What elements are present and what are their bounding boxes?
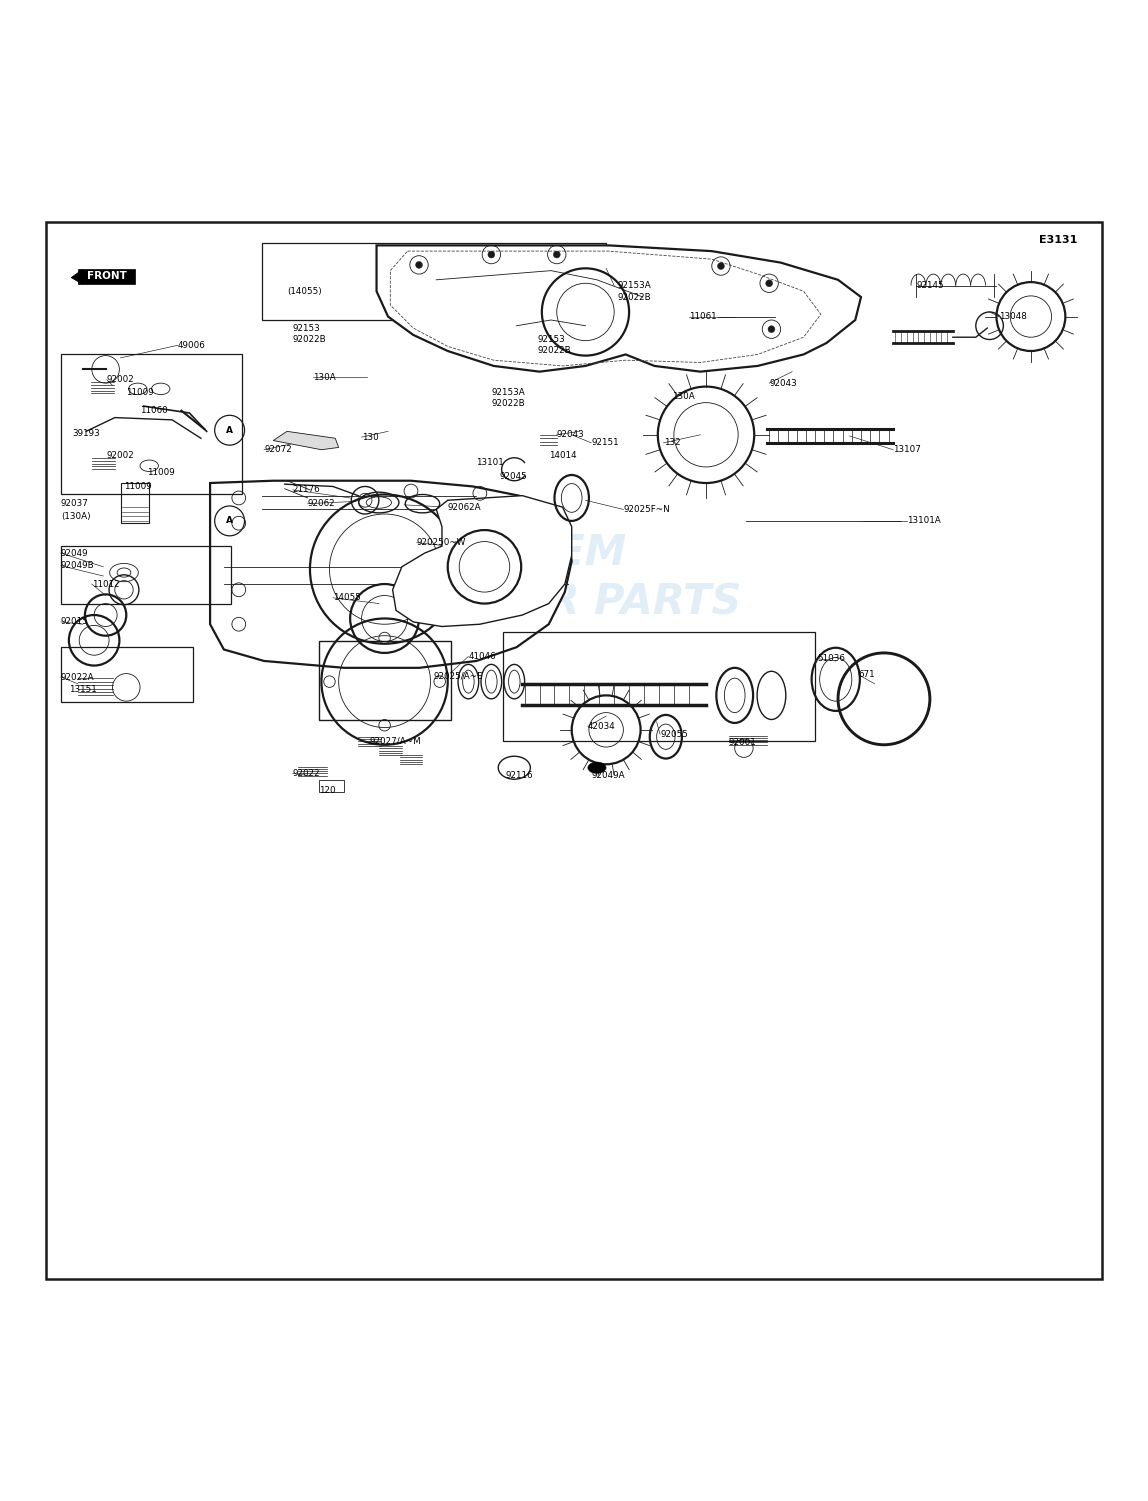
Bar — [61, 546, 231, 603]
Text: 11012: 11012 — [92, 579, 119, 588]
Text: 92072: 92072 — [264, 446, 292, 455]
Polygon shape — [71, 270, 115, 284]
Text: A: A — [226, 516, 233, 525]
Bar — [262, 243, 606, 320]
Text: 51036: 51036 — [817, 654, 845, 663]
Text: (130A): (130A) — [61, 512, 91, 521]
Text: 13101A: 13101A — [907, 516, 940, 525]
Text: 42034: 42034 — [588, 722, 615, 731]
Bar — [61, 354, 242, 494]
Text: (14055): (14055) — [287, 287, 321, 296]
Text: 92153A: 92153A — [491, 387, 525, 396]
Text: 92022A: 92022A — [61, 672, 94, 681]
Text: 120: 120 — [319, 787, 335, 796]
Polygon shape — [377, 245, 861, 372]
Text: 92027/A~M: 92027/A~M — [370, 737, 421, 746]
Circle shape — [766, 279, 773, 287]
Circle shape — [488, 251, 495, 258]
Text: 11009: 11009 — [147, 468, 174, 477]
Text: 92062: 92062 — [308, 500, 335, 509]
Bar — [319, 641, 451, 719]
Text: 13101: 13101 — [476, 458, 504, 467]
Text: 92002: 92002 — [107, 375, 134, 384]
Text: 11009: 11009 — [124, 482, 152, 491]
Polygon shape — [393, 495, 572, 626]
Text: 14014: 14014 — [549, 450, 576, 459]
Text: A: A — [226, 426, 233, 435]
Text: 92049B: 92049B — [61, 561, 94, 570]
Text: 13048: 13048 — [999, 312, 1026, 321]
Text: 11009: 11009 — [126, 387, 154, 396]
Text: 13107: 13107 — [893, 446, 921, 455]
Text: 92116: 92116 — [505, 772, 533, 781]
Text: 130A: 130A — [672, 392, 695, 401]
Text: 21176: 21176 — [293, 485, 320, 494]
Circle shape — [768, 326, 775, 333]
Text: 671: 671 — [859, 671, 875, 680]
Text: 92037: 92037 — [61, 500, 88, 509]
Text: 92022B: 92022B — [293, 335, 326, 344]
Text: 92049: 92049 — [61, 548, 88, 557]
Text: 130A: 130A — [313, 372, 336, 381]
Text: 11061: 11061 — [689, 312, 716, 321]
Circle shape — [553, 251, 560, 258]
Bar — [319, 781, 344, 793]
Text: 92049A: 92049A — [591, 772, 625, 781]
Circle shape — [416, 261, 422, 269]
Text: 39193: 39193 — [72, 429, 100, 438]
Polygon shape — [273, 431, 339, 450]
Text: 130: 130 — [362, 432, 379, 441]
Text: 92022: 92022 — [293, 769, 320, 778]
Bar — [78, 270, 135, 284]
Text: 92022B: 92022B — [618, 293, 651, 302]
Bar — [61, 647, 193, 702]
Text: 11060: 11060 — [140, 407, 168, 416]
Text: FRONT: FRONT — [87, 272, 126, 281]
Text: 92145: 92145 — [916, 281, 944, 290]
Text: 49006: 49006 — [178, 341, 205, 350]
Text: 13151: 13151 — [69, 684, 96, 693]
Text: OEM
MOTOR PARTS: OEM MOTOR PARTS — [406, 533, 742, 623]
Text: 92001: 92001 — [729, 738, 757, 747]
Text: 92045: 92045 — [499, 471, 527, 480]
Text: 92055: 92055 — [660, 729, 688, 738]
Text: 920250~W: 920250~W — [417, 539, 466, 548]
Text: 92025F~N: 92025F~N — [623, 504, 670, 513]
Ellipse shape — [588, 763, 606, 773]
Text: 92022B: 92022B — [537, 347, 571, 356]
Text: 92043: 92043 — [557, 431, 584, 440]
Text: 92043: 92043 — [769, 378, 797, 387]
Text: 92062A: 92062A — [448, 503, 481, 512]
Text: 92025/A~E: 92025/A~E — [434, 671, 483, 680]
Text: 92002: 92002 — [107, 450, 134, 459]
Text: 92153A: 92153A — [618, 281, 651, 290]
Circle shape — [718, 263, 724, 270]
Text: 14055: 14055 — [333, 593, 360, 602]
Text: 92153: 92153 — [293, 324, 320, 333]
Text: 41046: 41046 — [468, 651, 496, 660]
Polygon shape — [210, 480, 572, 668]
Text: 92153: 92153 — [537, 335, 565, 344]
Bar — [503, 632, 815, 741]
Bar — [121, 483, 149, 524]
Text: 92151: 92151 — [591, 438, 619, 447]
Text: 92015: 92015 — [61, 617, 88, 626]
Text: 132: 132 — [664, 438, 680, 447]
Text: 92022B: 92022B — [491, 399, 525, 408]
Text: E3131: E3131 — [1039, 234, 1077, 245]
